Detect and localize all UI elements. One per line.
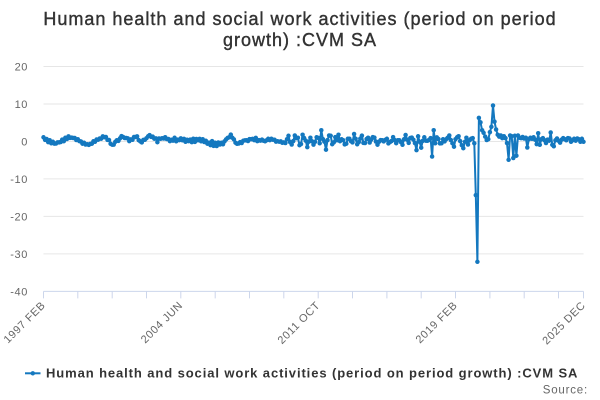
svg-text:2019 FEB: 2019 FEB: [414, 300, 460, 346]
svg-text:20: 20: [15, 62, 28, 74]
svg-text:growth) :CVM SA: growth) :CVM SA: [223, 30, 377, 50]
svg-text:2011 OCT: 2011 OCT: [276, 300, 323, 347]
svg-text:2025 DEC: 2025 DEC: [540, 300, 588, 348]
svg-text:Source:: Source:: [543, 385, 588, 397]
svg-text:10: 10: [15, 99, 28, 111]
svg-text:Human health and social work a: Human health and social work activities …: [43, 9, 556, 29]
svg-text:Human health and social work a: Human health and social work activities …: [46, 366, 578, 381]
svg-text:0: 0: [21, 137, 28, 149]
svg-text:-30: -30: [10, 249, 28, 261]
svg-text:-10: -10: [10, 174, 28, 186]
svg-text:-40: -40: [10, 286, 28, 298]
svg-text:-20: -20: [10, 211, 28, 223]
svg-text:1997 FEB: 1997 FEB: [2, 300, 48, 346]
svg-text:2004 JUN: 2004 JUN: [139, 300, 185, 346]
